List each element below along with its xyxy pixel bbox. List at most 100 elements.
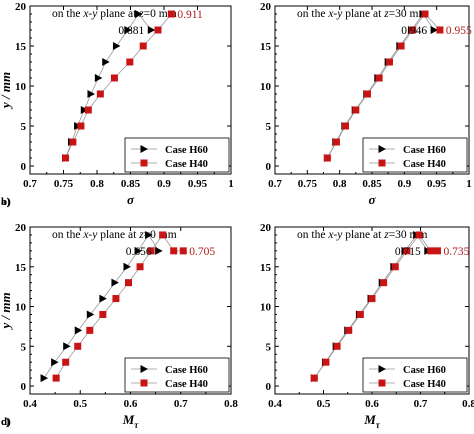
data-point-h60 (124, 26, 132, 34)
data-point-h40 (99, 310, 107, 318)
data-label-h60: 0.881 (118, 25, 144, 37)
data-point-h40 (84, 106, 92, 114)
panel-letter: d) (1, 416, 11, 428)
x-tick-label: 0.7 (268, 178, 282, 190)
data-point-h40 (375, 74, 383, 82)
panel-letter: c) (1, 416, 10, 428)
data-point-h60 (87, 90, 95, 98)
data-point-h40 (391, 263, 399, 271)
data-point-h40 (403, 247, 411, 255)
y-tick-label: 10 (260, 302, 272, 314)
data-point-h60 (40, 374, 49, 383)
series-line (65, 13, 172, 159)
data-point-h60 (430, 26, 439, 34)
y-tick-label: 15 (260, 41, 272, 53)
legend-label: Case H60 (403, 365, 446, 376)
legend-label: Case H40 (403, 379, 446, 390)
x-tick-label: 0.5 (73, 398, 87, 410)
data-point-h60 (102, 58, 110, 66)
x-tick-label: 1 (466, 178, 472, 190)
legend-label: Case H60 (403, 145, 446, 156)
y-tick-label: 0 (266, 381, 272, 393)
legend-marker-h60 (378, 145, 386, 153)
y-tick-label: 15 (260, 262, 272, 274)
data-point-h40 (77, 122, 85, 130)
x-tick-label: 0.95 (188, 178, 208, 190)
data-point-h40 (136, 263, 144, 271)
data-point-h60 (134, 246, 143, 255)
legend-label: Case H40 (165, 159, 208, 170)
legend-marker-h40 (140, 379, 148, 387)
y-tick-label: 15 (15, 41, 27, 53)
data-point-h40 (352, 106, 360, 114)
data-point-h60 (111, 278, 119, 287)
data-point-h60 (123, 262, 131, 271)
data-point-h40 (52, 374, 60, 382)
plane-annotation: on the x-y plane at z=0 mm (52, 229, 177, 241)
data-point-h40 (159, 231, 167, 239)
data-point-h60 (99, 294, 107, 303)
data-point-h40 (322, 358, 330, 366)
panel-letter: b) (1, 196, 11, 208)
plane-annotation: on the x-y plane at z=30 mm (297, 8, 427, 20)
legend-marker-h40 (140, 159, 148, 167)
data-point-h40 (433, 247, 441, 255)
x-tick-label: 0.85 (121, 178, 141, 190)
data-point-h40 (363, 90, 371, 98)
data-point-h40 (147, 247, 155, 255)
chart-panel-1: 0.70.750.80.850.90.95105101520y / mmσa)o… (0, 1, 234, 208)
x-tick-label: 0.5 (317, 398, 331, 410)
legend-box (124, 357, 230, 393)
data-point-h60 (74, 326, 83, 335)
data-point-h60 (145, 230, 153, 239)
y-tick-label: 0 (21, 381, 27, 393)
x-axis-title: Mτ (363, 412, 381, 430)
x-tick-label: 0.7 (414, 398, 428, 410)
chart-panel-3: 0.4 0.5 0.6 0.7 0.8 0 5 10 15 20 y / mm Mτ c) on the … (0, 222, 238, 430)
data-point-h40 (323, 154, 331, 162)
y-tick-label: 5 (21, 121, 27, 133)
series-line (55, 234, 184, 379)
data-point-h40 (170, 247, 178, 255)
y-tick-label: 0 (21, 161, 27, 173)
x-tick-label: 0.8 (462, 398, 474, 410)
data-point-h40 (62, 358, 70, 366)
x-tick-label: 0.8 (333, 178, 347, 190)
plane-annotation: on the x-y plane at z=30 mm (297, 229, 427, 241)
x-tick-label: 1 (228, 178, 234, 190)
y-tick-label: 20 (15, 222, 27, 234)
data-point-h40 (154, 26, 162, 34)
x-tick-label: 0.8 (224, 398, 238, 410)
data-point-h40 (356, 310, 364, 318)
data-point-h40 (409, 26, 417, 34)
panel-letter: a) (1, 196, 11, 208)
data-point-h40 (124, 279, 132, 287)
data-point-h40 (62, 154, 70, 162)
data-label-h60: 0.656 (126, 246, 152, 258)
x-axis-title: σ (127, 192, 135, 207)
y-tick-label: 15 (15, 262, 27, 274)
data-point-h40 (345, 326, 353, 334)
data-point-h40 (96, 90, 104, 98)
x-tick-label: 0.85 (362, 178, 382, 190)
x-tick-label: 0.75 (54, 178, 74, 190)
data-point-h40 (69, 138, 77, 146)
data-point-h40 (385, 58, 393, 66)
data-point-h40 (332, 138, 340, 146)
y-tick-label: 0 (266, 161, 272, 173)
chart-panel-4: 0.4 0.5 0.6 0.7 0.8 0 5 10 15 20 Mτ d) on the x-y pl… (1, 222, 474, 430)
data-point-h40 (341, 122, 349, 130)
data-point-h40 (74, 342, 82, 350)
x-tick-label: 0.6 (365, 398, 379, 410)
data-point-h40 (421, 10, 429, 18)
data-point-h40 (86, 326, 94, 334)
data-point-h40 (368, 295, 376, 303)
data-label-h40: 0.705 (189, 246, 215, 258)
data-point-h40 (179, 247, 187, 255)
x-tick-label: 0.4 (268, 398, 282, 410)
data-point-h60 (135, 10, 143, 18)
legend-marker-h40 (378, 159, 386, 167)
x-tick-label: 0.95 (427, 178, 447, 190)
